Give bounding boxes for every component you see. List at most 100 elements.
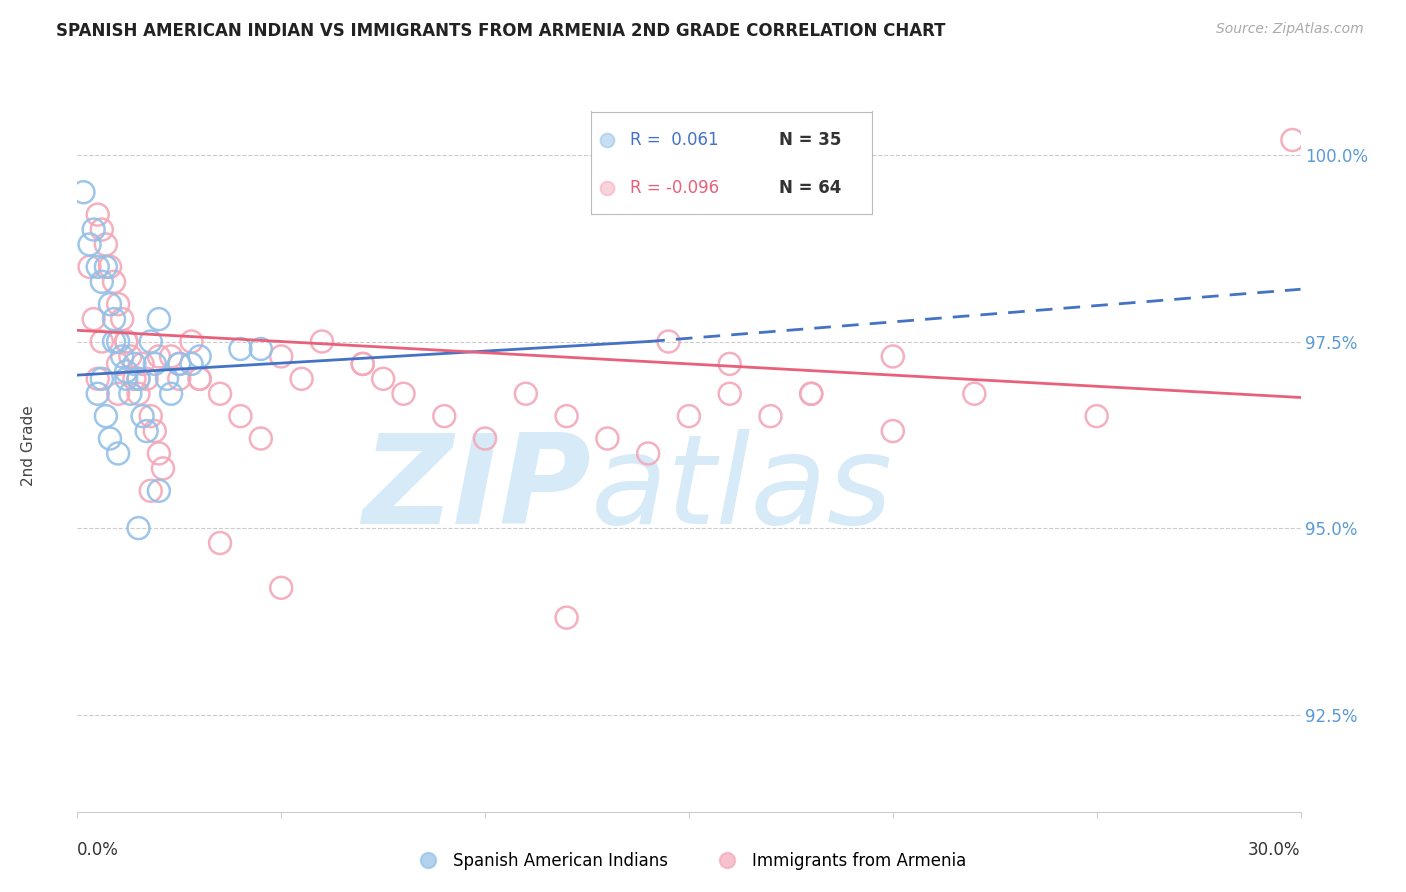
Point: [90, 334, 112, 349]
Point: [596, 432, 619, 446]
Point: [98, 432, 121, 446]
Point: [111, 312, 134, 326]
Point: [103, 334, 125, 349]
Point: [180, 357, 202, 371]
Point: [128, 372, 150, 386]
Point: [963, 386, 986, 401]
Point: [160, 386, 183, 401]
Point: [131, 409, 153, 424]
Point: [800, 386, 823, 401]
Point: [209, 386, 232, 401]
Point: [107, 334, 129, 349]
Text: N = 64: N = 64: [779, 179, 841, 197]
Point: [143, 357, 166, 371]
Point: [103, 275, 125, 289]
Point: [718, 386, 741, 401]
Point: [83, 222, 105, 236]
Point: [94, 409, 117, 424]
Point: [90, 222, 112, 236]
Point: [94, 260, 117, 274]
Point: [87, 208, 110, 222]
Point: [270, 350, 292, 364]
Point: [87, 372, 110, 386]
Point: [169, 357, 191, 371]
Point: [120, 350, 142, 364]
Point: [128, 372, 150, 386]
Text: atlas: atlas: [591, 429, 893, 550]
Point: [188, 372, 211, 386]
Point: [152, 461, 174, 475]
Point: [115, 364, 138, 378]
Text: 30.0%: 30.0%: [1249, 841, 1301, 859]
Point: [79, 260, 101, 274]
Point: [156, 372, 179, 386]
Point: [180, 334, 202, 349]
Point: [352, 357, 374, 371]
Point: [128, 386, 150, 401]
Point: [135, 372, 157, 386]
Point: [1085, 409, 1108, 424]
Point: [115, 334, 138, 349]
Point: [103, 312, 125, 326]
Point: [718, 357, 741, 371]
Point: [111, 350, 134, 364]
Text: R = -0.096: R = -0.096: [630, 179, 718, 197]
Legend: Spanish American Indians, Immigrants from Armenia: Spanish American Indians, Immigrants fro…: [405, 846, 973, 877]
Point: [148, 446, 170, 460]
Point: [311, 334, 333, 349]
Point: [371, 372, 394, 386]
Point: [229, 342, 252, 356]
Point: [98, 260, 121, 274]
Point: [148, 483, 170, 498]
Point: [433, 409, 456, 424]
Point: [250, 342, 273, 356]
Point: [392, 386, 415, 401]
Point: [352, 357, 374, 371]
Point: [139, 409, 162, 424]
Point: [135, 424, 157, 438]
Point: [291, 372, 314, 386]
Point: [79, 237, 101, 252]
Point: [759, 409, 782, 424]
Point: [72, 186, 94, 200]
Point: [882, 350, 904, 364]
Text: SPANISH AMERICAN INDIAN VS IMMIGRANTS FROM ARMENIA 2ND GRADE CORRELATION CHART: SPANISH AMERICAN INDIAN VS IMMIGRANTS FR…: [56, 22, 946, 40]
Point: [250, 432, 273, 446]
Point: [115, 334, 138, 349]
Text: 2nd Grade: 2nd Grade: [21, 406, 37, 486]
Point: [658, 334, 681, 349]
Point: [143, 424, 166, 438]
Point: [107, 297, 129, 311]
Point: [107, 446, 129, 460]
Point: [474, 432, 496, 446]
Text: R =  0.061: R = 0.061: [630, 131, 718, 149]
Point: [169, 372, 191, 386]
Point: [107, 386, 129, 401]
Point: [882, 424, 904, 438]
Point: [87, 386, 110, 401]
Point: [148, 312, 170, 326]
Text: N = 35: N = 35: [779, 131, 841, 149]
Point: [188, 350, 211, 364]
Point: [87, 260, 110, 274]
Point: [555, 409, 578, 424]
Point: [94, 237, 117, 252]
Text: Source: ZipAtlas.com: Source: ZipAtlas.com: [1216, 22, 1364, 37]
Point: [124, 372, 146, 386]
Point: [128, 521, 150, 535]
Text: ZIP: ZIP: [363, 429, 591, 550]
Point: [98, 297, 121, 311]
Point: [209, 536, 232, 550]
Point: [555, 610, 578, 624]
Point: [148, 350, 170, 364]
Point: [139, 483, 162, 498]
Point: [115, 372, 138, 386]
Point: [800, 386, 823, 401]
Point: [90, 275, 112, 289]
Point: [678, 409, 700, 424]
Point: [188, 372, 211, 386]
Text: 0.0%: 0.0%: [77, 841, 120, 859]
Point: [229, 409, 252, 424]
Point: [139, 334, 162, 349]
Point: [160, 350, 183, 364]
